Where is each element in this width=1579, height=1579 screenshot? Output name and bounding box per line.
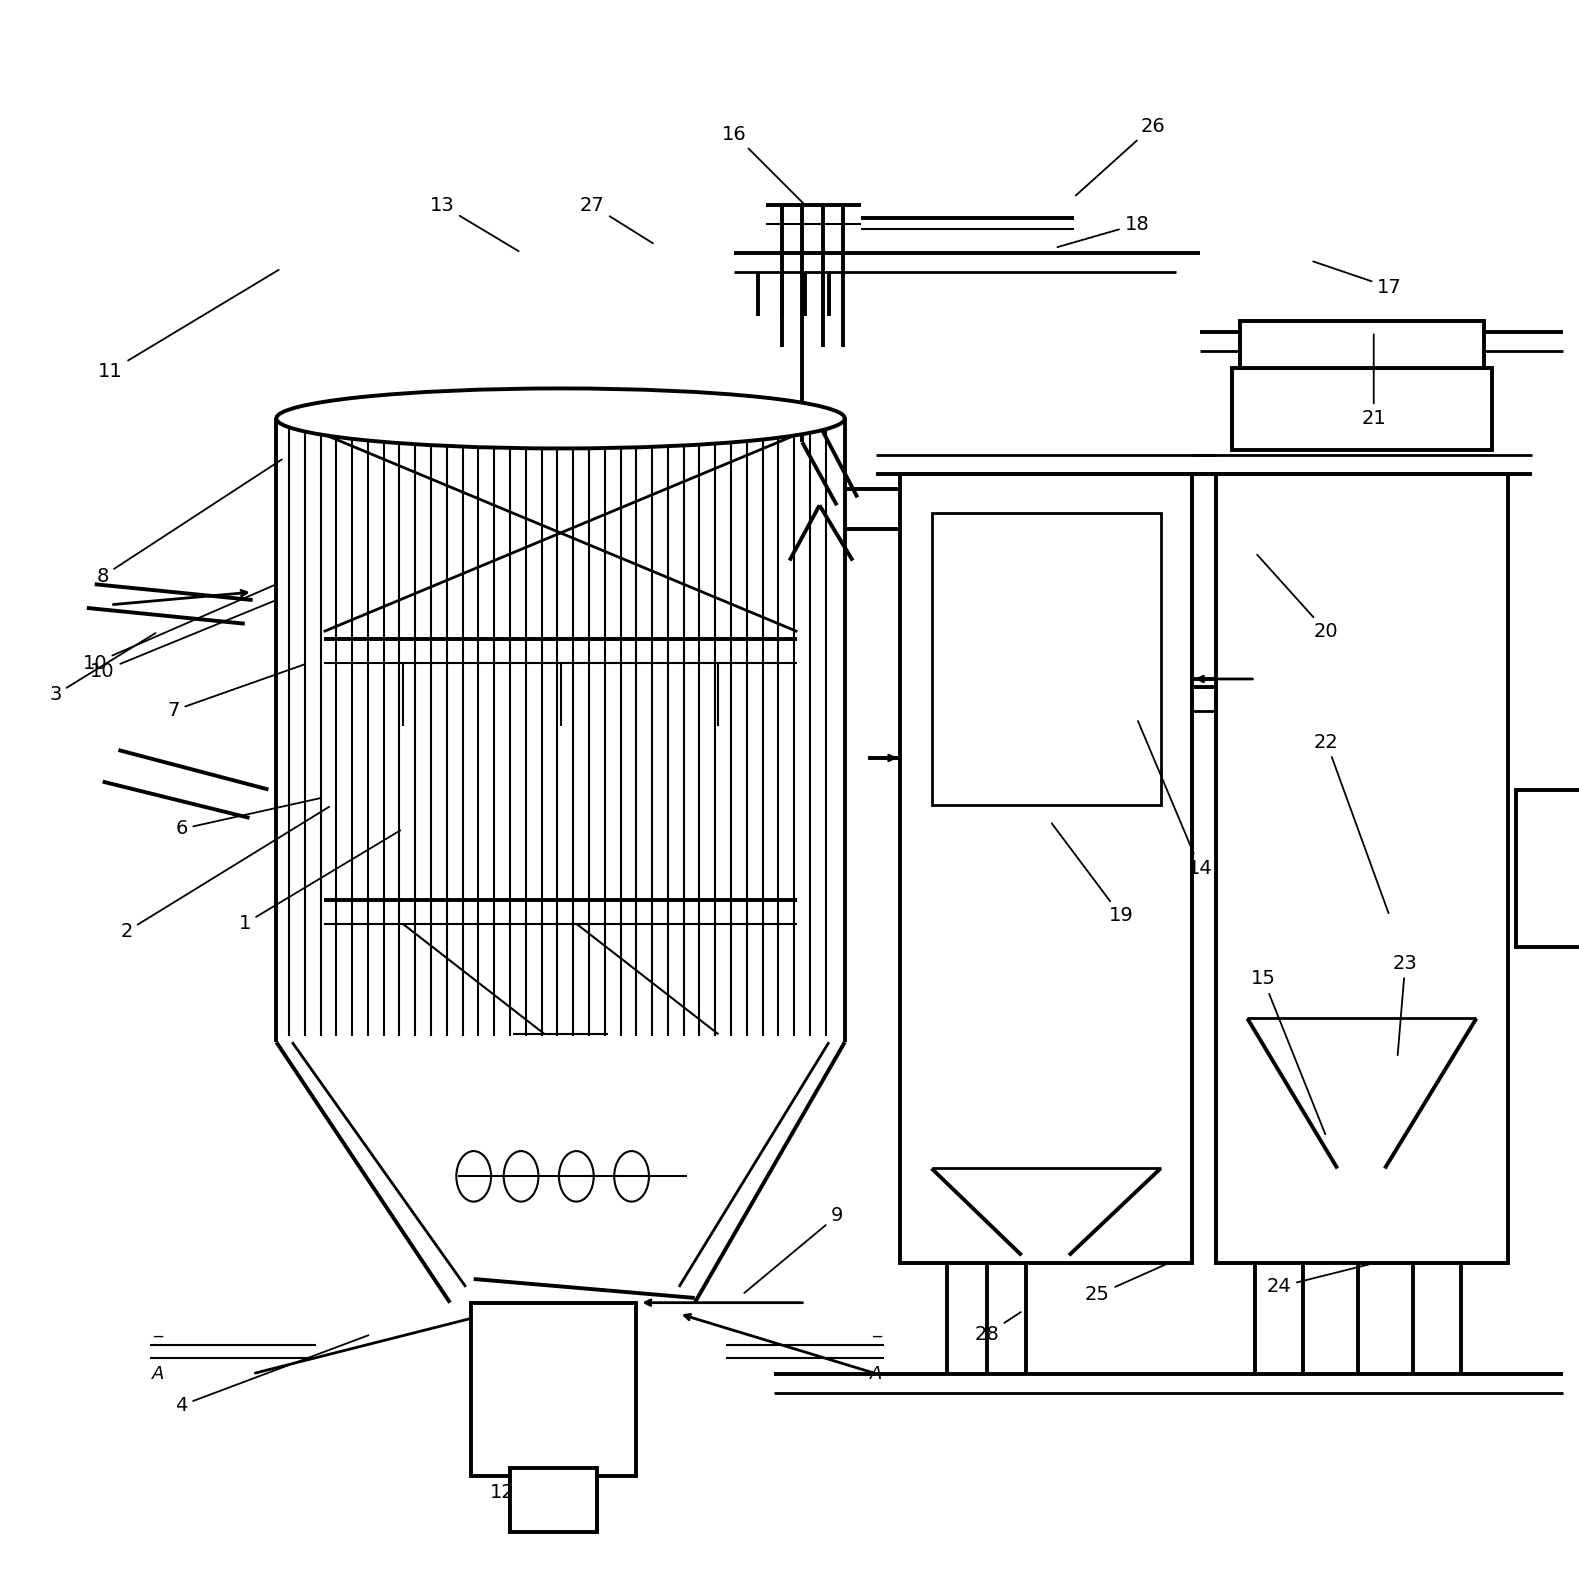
Text: 17: 17 (1314, 262, 1402, 297)
Text: A: A (152, 1364, 164, 1383)
Text: 11: 11 (98, 270, 278, 381)
Text: 27: 27 (579, 196, 654, 243)
Ellipse shape (276, 388, 845, 448)
Text: 2: 2 (120, 807, 330, 941)
Text: 10: 10 (90, 602, 273, 681)
Text: 25: 25 (1085, 1265, 1165, 1304)
Text: 15: 15 (1251, 970, 1325, 1134)
Text: 12: 12 (489, 1473, 542, 1502)
Text: 9: 9 (744, 1206, 843, 1293)
Text: 6: 6 (175, 797, 321, 838)
Text: _: _ (153, 1318, 163, 1337)
Text: 23: 23 (1393, 954, 1418, 1055)
Text: 28: 28 (974, 1312, 1022, 1344)
Text: 10: 10 (82, 586, 273, 673)
Text: A: A (870, 1364, 883, 1383)
Text: _: _ (872, 1318, 881, 1337)
Bar (932, 513, 1161, 805)
Text: 16: 16 (722, 125, 804, 204)
Text: 19: 19 (1052, 823, 1134, 925)
Text: 3: 3 (49, 633, 156, 704)
Text: 14: 14 (1138, 722, 1213, 878)
Bar (1232, 368, 1492, 450)
Bar (510, 1468, 597, 1532)
Text: 13: 13 (429, 196, 518, 251)
Bar (1240, 321, 1484, 368)
Text: 4: 4 (175, 1336, 368, 1415)
Text: 18: 18 (1058, 215, 1150, 248)
Text: 20: 20 (1257, 554, 1339, 641)
Text: 21: 21 (1361, 335, 1386, 428)
Text: 1: 1 (238, 831, 399, 933)
Bar (1516, 790, 1579, 947)
Text: 22: 22 (1314, 733, 1388, 913)
Bar (900, 474, 1192, 1263)
Text: 5: 5 (602, 1377, 630, 1431)
Bar (537, 1303, 576, 1342)
Bar (471, 1303, 636, 1476)
Text: 8: 8 (96, 459, 283, 586)
Text: 26: 26 (1075, 117, 1165, 196)
Bar (1216, 474, 1508, 1263)
Text: 24: 24 (1266, 1263, 1371, 1296)
Text: 7: 7 (167, 665, 305, 720)
